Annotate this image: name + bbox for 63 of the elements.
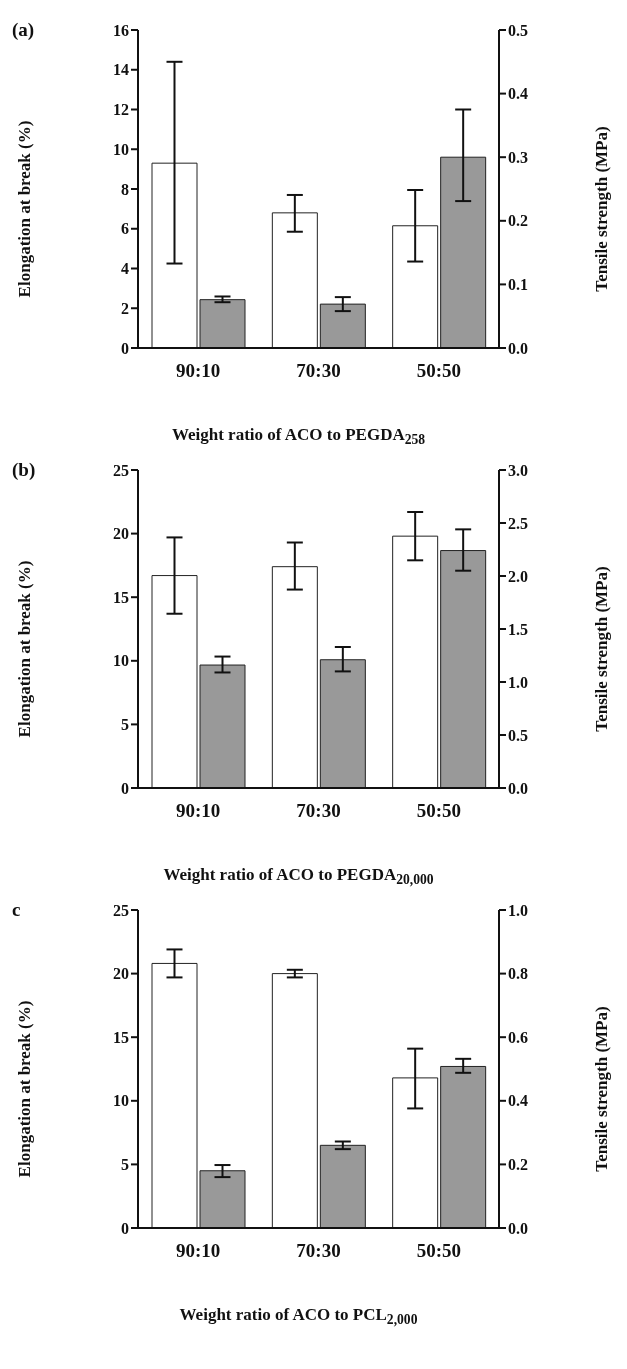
y-tick-label: 20 [113,965,129,983]
x-tick-label: 90:10 [176,1240,221,1262]
y-axis-title: Elongation at break (%) [15,1000,34,1178]
y-tick-label: 14 [113,61,129,79]
y-tick-label: 0 [121,1219,129,1237]
x-tick-label: 70:30 [296,800,341,822]
y-tick-label: 25 [113,901,129,919]
y-axis-title: Elongation at break (%) [15,560,34,738]
y-axis-title: Elongation at break (%) [15,120,34,298]
x-tick-label: 50:50 [416,1240,461,1262]
y-tick-label: 0 [121,779,129,797]
x-axis-title: Weight ratio of ACO to PEGDA$_{20,000}$ [163,865,434,888]
y2-tick-label: 0.0 [508,1219,528,1237]
x-axis-title: Weight ratio of ACO to PCL$_{2,000}$ [179,1305,418,1328]
y2-tick-label: 0.1 [508,276,528,294]
x-tick-label: 70:30 [296,1240,341,1262]
y-tick-label: 5 [121,1156,129,1174]
y2-axis-title: Tensile strength (MPa) [592,1006,611,1172]
chart-title: c [12,899,21,920]
y2-tick-label: 0.5 [508,726,528,744]
x-tick-label: 90:10 [176,800,221,822]
bar [271,973,318,1228]
y-tick-label: 25 [113,461,129,479]
y2-tick-label: 0.0 [508,779,528,797]
x-tick-label: 50:50 [416,360,461,382]
y-tick-label: 2 [121,299,129,317]
y2-tick-label: 0.5 [508,21,528,39]
y2-tick-label: 1.0 [508,901,528,919]
y2-tick-label: 1.5 [508,620,528,638]
y2-tick-label: 0.3 [508,148,528,166]
y2-tick-label: 0.0 [508,339,528,357]
y2-tick-label: 0.4 [508,85,528,103]
y-tick-label: 15 [113,1028,129,1046]
y-tick-label: 4 [121,260,129,278]
y-tick-label: 0 [121,339,129,357]
y2-tick-label: 1.0 [508,673,528,691]
y-tick-label: 10 [113,1092,129,1110]
y-tick-label: 8 [121,180,129,198]
x-tick-label: 90:10 [176,360,221,382]
y2-tick-label: 3.0 [508,461,528,479]
chart-title: (b) [12,459,36,481]
y2-tick-label: 0.2 [508,212,528,230]
x-tick-label: 70:30 [296,360,341,382]
y-tick-label: 12 [113,101,129,119]
y-tick-label: 5 [121,716,129,734]
y2-tick-label: 0.2 [508,1156,528,1174]
chart-title: (a) [12,19,35,41]
bar [271,212,318,348]
y-tick-label: 6 [121,220,129,238]
y2-tick-label: 0.4 [508,1092,528,1110]
x-axis-title: Weight ratio of ACO to PEGDA$_{258}$ [171,425,426,448]
y-tick-label: 16 [113,21,129,39]
y2-tick-label: 2.0 [508,567,528,585]
y2-tick-label: 2.5 [508,514,528,532]
y-tick-label: 10 [113,652,129,670]
y-tick-label: 10 [113,140,129,158]
y2-axis-title: Tensile strength (MPa) [592,566,611,732]
y-tick-label: 20 [113,525,129,543]
x-tick-label: 50:50 [416,800,461,822]
y-tick-label: 15 [113,588,129,606]
y2-axis-title: Tensile strength (MPa) [592,126,611,292]
y2-tick-label: 0.6 [508,1028,528,1046]
y2-tick-label: 0.8 [508,965,528,983]
